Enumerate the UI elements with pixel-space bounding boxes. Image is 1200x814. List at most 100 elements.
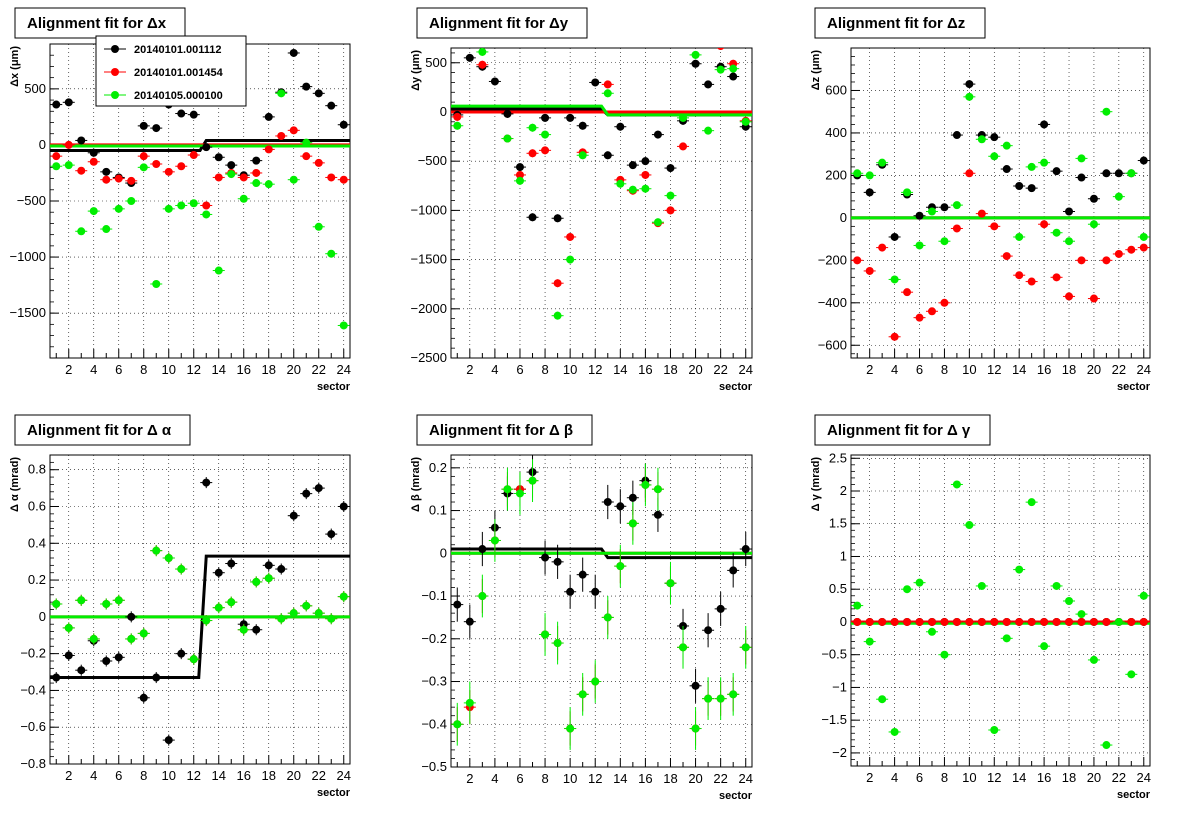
data-point — [528, 123, 537, 132]
data-point — [528, 213, 537, 222]
data-point — [940, 650, 949, 659]
y-tick-label: −0.2 — [421, 631, 447, 646]
x-tick-label: 8 — [140, 362, 147, 377]
plot-frame — [850, 47, 1151, 359]
data-point — [490, 536, 499, 545]
data-point — [465, 698, 474, 707]
y-tick-label: −0.8 — [20, 756, 46, 771]
y-axis-title: Δx (μm) — [9, 46, 21, 87]
data-point — [1077, 154, 1086, 163]
x-tick-label: 14 — [1012, 362, 1026, 377]
data-point — [164, 554, 173, 562]
data-point — [465, 53, 474, 62]
data-point — [1065, 617, 1074, 626]
data-point — [915, 241, 924, 250]
data-point — [164, 204, 173, 213]
x-tick-label: 12 — [987, 362, 1001, 377]
data-point — [741, 545, 750, 554]
data-point — [1089, 617, 1098, 626]
legend-label: 20140101.001112 — [134, 44, 222, 56]
y-axis-title: Δ α (mrad) — [9, 457, 21, 512]
data-point — [704, 80, 713, 89]
data-point — [64, 623, 73, 632]
data-point — [553, 279, 562, 288]
series-1 — [851, 169, 1150, 341]
data-point — [515, 163, 524, 172]
data-point — [239, 625, 248, 634]
data-point — [903, 617, 912, 626]
data-point — [264, 574, 273, 583]
data-point — [1102, 107, 1111, 116]
data-point — [1052, 581, 1061, 590]
data-point — [927, 617, 936, 626]
data-area — [50, 477, 350, 746]
y-tick-label: −0.1 — [421, 588, 447, 603]
y-tick-label: 500 — [425, 55, 447, 70]
data-point — [865, 617, 874, 626]
data-point — [102, 225, 111, 234]
y-tick-label: −500 — [17, 193, 46, 208]
data-point — [52, 100, 61, 109]
data-point — [1002, 252, 1011, 261]
data-point — [890, 232, 899, 241]
data-point — [89, 148, 98, 157]
data-point — [503, 134, 512, 143]
data-point — [578, 121, 587, 130]
title-box — [416, 414, 593, 446]
data-point — [628, 161, 637, 170]
data-point — [952, 201, 961, 210]
x-tick-label: 8 — [941, 770, 948, 785]
data-point — [1027, 184, 1036, 193]
x-tick-label: 12 — [588, 362, 602, 377]
data-point — [990, 152, 999, 161]
data-point — [566, 232, 575, 241]
data-point — [327, 614, 336, 623]
data-point — [666, 164, 675, 173]
data-point — [628, 185, 637, 194]
x-tick-label: 2 — [65, 768, 72, 783]
y-tick-label: 0 — [39, 137, 46, 152]
series-2 — [451, 48, 752, 320]
data-point — [515, 176, 524, 185]
data-point — [865, 171, 874, 180]
data-point — [903, 188, 912, 197]
data-point — [591, 587, 600, 596]
plot-title: Alignment fit for Δ γ — [827, 422, 971, 439]
data-point — [890, 275, 899, 284]
x-tick-label: 22 — [1112, 770, 1126, 785]
y-tick-label: 0.6 — [28, 499, 46, 514]
x-tick-label: 8 — [941, 362, 948, 377]
data-point — [541, 113, 550, 122]
data-point — [453, 121, 462, 130]
data-point — [653, 485, 662, 494]
data-point — [729, 690, 738, 699]
data-point — [478, 60, 487, 69]
data-point — [114, 204, 123, 213]
y-tick-label: 0 — [840, 614, 847, 629]
data-point — [289, 609, 298, 618]
data-point — [139, 121, 148, 130]
data-point — [591, 677, 600, 686]
data-point — [890, 617, 899, 626]
data-point — [890, 332, 899, 341]
x-tick-label: 6 — [115, 362, 122, 377]
data-point — [603, 80, 612, 89]
data-point — [1040, 617, 1049, 626]
data-point — [227, 161, 236, 170]
y-tick-label: −1.5 — [821, 712, 847, 727]
x-tick-label: 12 — [987, 770, 1001, 785]
data-point — [202, 201, 211, 210]
data-point — [289, 126, 298, 135]
series-2 — [851, 92, 1150, 284]
data-point — [252, 179, 261, 188]
x-axis-title: sector — [719, 790, 753, 802]
x-axis-title: sector — [317, 381, 351, 393]
data-point — [202, 478, 211, 487]
data-point — [503, 109, 512, 118]
x-tick-label: 22 — [713, 362, 727, 377]
data-point — [1102, 256, 1111, 265]
y-tick-label: 0.1 — [429, 503, 447, 518]
x-tick-label: 14 — [613, 771, 627, 786]
data-point — [977, 209, 986, 218]
data-point — [152, 124, 161, 133]
